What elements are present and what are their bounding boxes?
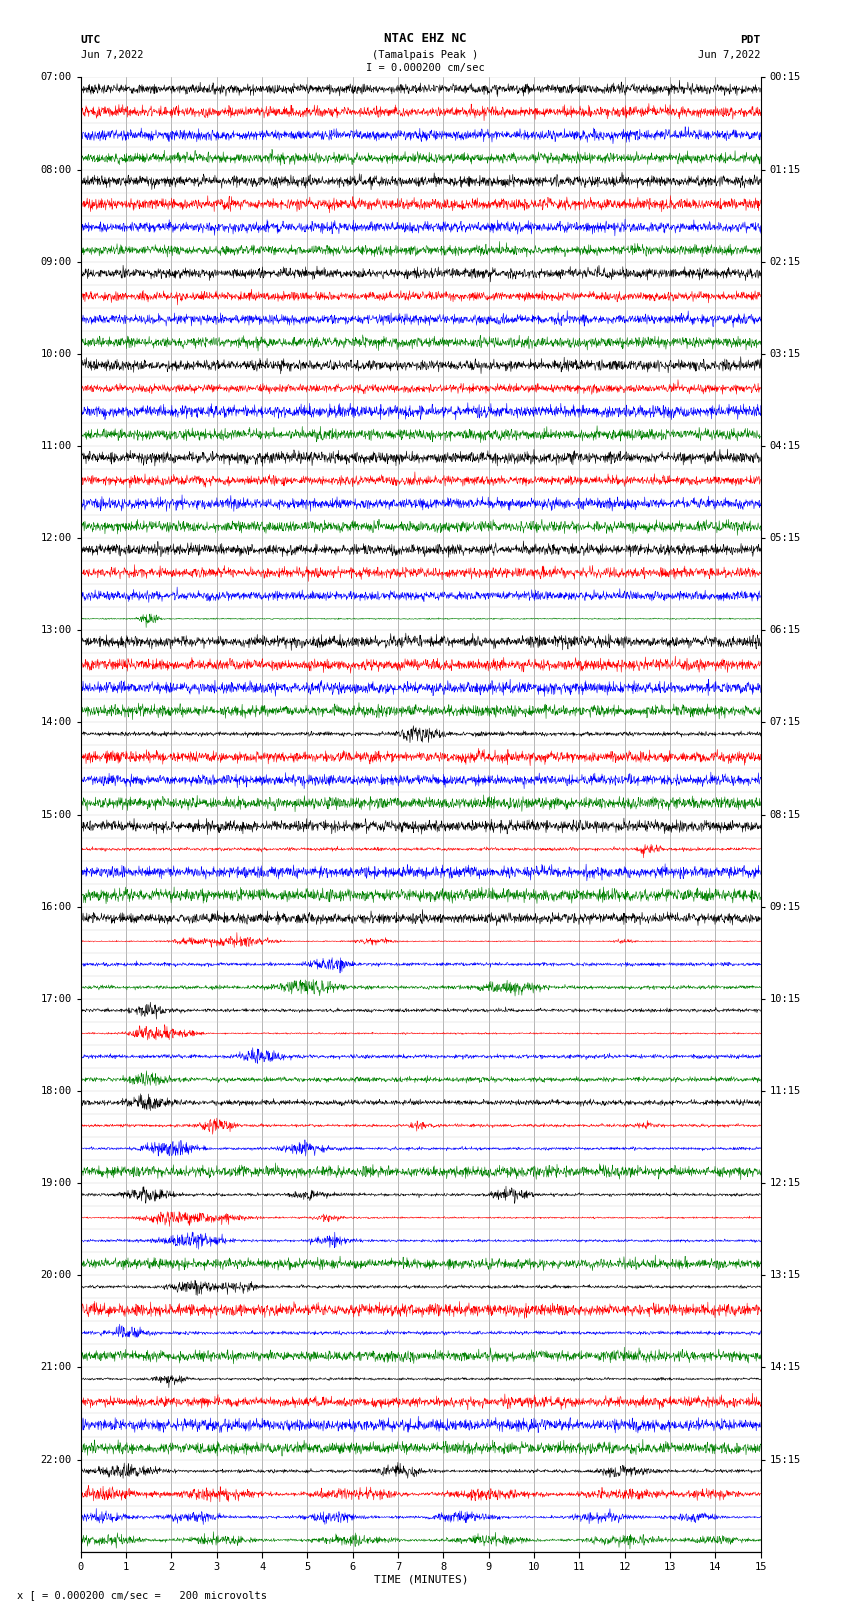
- Text: PDT: PDT: [740, 35, 761, 45]
- Text: Jun 7,2022: Jun 7,2022: [698, 50, 761, 60]
- Text: x [ = 0.000200 cm/sec =   200 microvolts: x [ = 0.000200 cm/sec = 200 microvolts: [17, 1590, 267, 1600]
- Text: (Tamalpais Peak ): (Tamalpais Peak ): [371, 50, 478, 60]
- Text: UTC: UTC: [81, 35, 101, 45]
- Text: NTAC EHZ NC: NTAC EHZ NC: [383, 32, 467, 45]
- X-axis label: TIME (MINUTES): TIME (MINUTES): [373, 1574, 468, 1586]
- Text: I = 0.000200 cm/sec: I = 0.000200 cm/sec: [366, 63, 484, 73]
- Text: Jun 7,2022: Jun 7,2022: [81, 50, 144, 60]
